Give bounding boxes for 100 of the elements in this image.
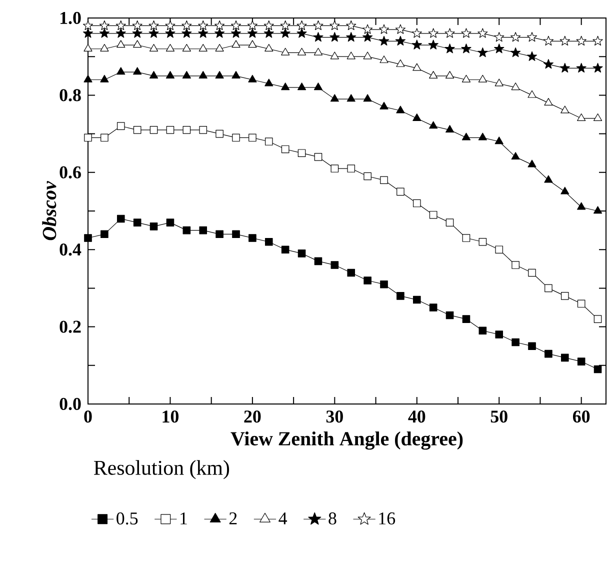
point <box>247 20 258 30</box>
legend-label: 16 <box>379 512 396 524</box>
point <box>280 28 290 38</box>
point <box>462 315 470 323</box>
point <box>264 28 274 38</box>
point <box>494 32 504 42</box>
point <box>330 52 339 60</box>
point <box>461 44 472 54</box>
point <box>166 126 174 134</box>
point <box>346 52 356 60</box>
point <box>593 206 602 214</box>
point <box>478 47 488 58</box>
point <box>429 70 438 78</box>
point <box>232 230 240 238</box>
point <box>380 280 388 288</box>
point <box>560 106 570 114</box>
point <box>380 56 388 64</box>
point <box>577 202 586 210</box>
x-tick-label: 10 <box>162 410 179 423</box>
point <box>330 32 340 42</box>
y-tick-label: 0.0 <box>60 398 81 410</box>
point <box>544 98 553 106</box>
x-tick-label: 20 <box>244 410 261 423</box>
point <box>412 28 422 38</box>
point <box>412 40 422 50</box>
point <box>380 102 388 110</box>
point <box>363 94 372 102</box>
point <box>560 36 570 46</box>
point <box>330 261 339 269</box>
point <box>281 246 290 254</box>
point <box>396 188 404 196</box>
point <box>116 20 126 30</box>
point <box>576 36 586 46</box>
point <box>396 59 405 67</box>
point <box>215 70 224 78</box>
point <box>116 28 126 38</box>
point <box>166 70 175 78</box>
point <box>298 149 306 157</box>
point <box>446 311 454 320</box>
point <box>576 62 586 73</box>
point <box>495 330 504 338</box>
point <box>543 59 554 69</box>
point <box>396 292 404 300</box>
point <box>100 74 109 82</box>
y-tick-label: 0.8 <box>60 89 81 102</box>
point <box>100 134 108 142</box>
point <box>297 82 306 90</box>
legend-label: 1 <box>180 512 187 524</box>
point <box>378 36 390 46</box>
legend-label: 0.5 <box>116 512 138 525</box>
point <box>428 28 438 38</box>
point <box>149 44 158 52</box>
point <box>495 246 504 254</box>
point <box>133 126 142 134</box>
point <box>296 28 307 38</box>
legend-label: 2 <box>229 512 237 524</box>
y-axis-title: Obscov <box>42 180 56 240</box>
point <box>215 44 224 52</box>
point <box>148 20 159 30</box>
point <box>363 52 372 60</box>
point <box>462 74 471 82</box>
point <box>248 74 257 82</box>
point <box>592 62 603 73</box>
point <box>264 238 273 246</box>
point <box>84 134 92 142</box>
point <box>428 40 438 50</box>
point <box>461 28 472 38</box>
point <box>82 20 94 30</box>
point <box>100 230 108 238</box>
point <box>364 172 372 180</box>
point <box>560 354 569 362</box>
point <box>462 234 470 242</box>
point <box>182 126 191 134</box>
point <box>478 238 487 246</box>
point <box>446 218 454 226</box>
point <box>330 94 339 102</box>
point <box>362 32 373 42</box>
point <box>297 48 306 56</box>
point <box>198 20 208 30</box>
point <box>247 28 258 38</box>
point <box>445 70 454 78</box>
y-tick-label: 0.4 <box>60 244 82 256</box>
point <box>330 164 339 172</box>
point <box>528 342 536 350</box>
point <box>199 126 208 134</box>
point <box>412 63 422 71</box>
point <box>182 20 192 30</box>
point <box>347 268 356 277</box>
point <box>132 20 142 30</box>
point <box>511 152 520 160</box>
point <box>511 82 520 90</box>
point <box>346 20 356 30</box>
point <box>230 20 242 30</box>
x-tick-label: 30 <box>326 410 343 423</box>
point <box>494 136 504 144</box>
point <box>592 36 603 46</box>
point <box>84 74 92 82</box>
point <box>593 113 602 121</box>
point <box>346 32 356 42</box>
point <box>395 36 406 46</box>
